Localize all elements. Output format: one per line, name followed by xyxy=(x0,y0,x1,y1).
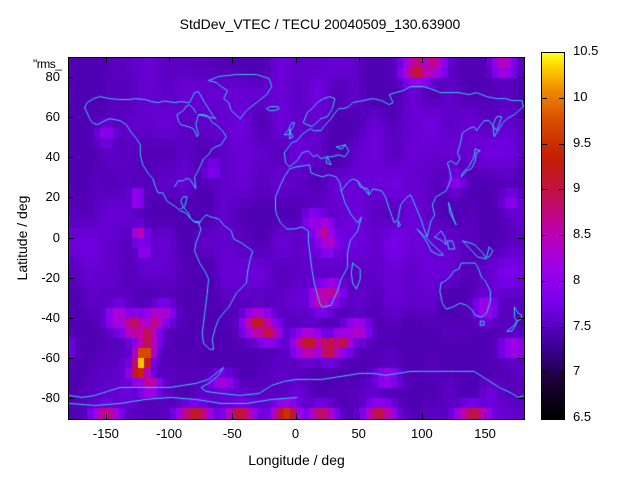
x-tick-mark-top xyxy=(232,57,233,63)
x-tick-label: 0 xyxy=(291,426,300,441)
y-axis-title: Latitude / deg xyxy=(14,195,30,281)
x-axis-title: Longitude / deg xyxy=(248,452,345,468)
y-tick-label: 60 xyxy=(45,109,60,125)
colorbar-tick-label: 8.5 xyxy=(573,226,592,241)
heatmap-plot-panel[interactable] xyxy=(68,57,525,420)
colorbar-tick-mark-right xyxy=(559,144,564,145)
y-tick-mark xyxy=(68,238,74,239)
colorbar-tick-label: 10.5 xyxy=(573,43,599,58)
colorbar-tick-label: 9.5 xyxy=(573,134,592,150)
colorbar-tick-mark xyxy=(542,327,547,328)
colorbar-tick-mark xyxy=(542,189,547,190)
y-tick-mark-right xyxy=(518,398,524,399)
colorbar-tick-mark xyxy=(542,281,547,282)
y-tick-mark xyxy=(68,358,74,359)
x-tick-label: 100 xyxy=(411,426,433,441)
stray-overlap-label: "rms_ xyxy=(33,57,62,71)
colorbar-tick-mark xyxy=(542,144,547,145)
y-tick-label: 20 xyxy=(45,189,60,205)
y-tick-mark-right xyxy=(518,77,524,78)
colorbar-tick-label: 6.5 xyxy=(573,409,592,424)
x-tick-label: -50 xyxy=(222,426,242,441)
y-tick-label: -80 xyxy=(41,389,60,405)
y-tick-label: -60 xyxy=(41,349,60,365)
colorbar-tick-mark-right xyxy=(559,98,564,99)
x-tick-label: -150 xyxy=(92,426,119,441)
colorbar-gradient xyxy=(542,53,564,419)
heatmap-canvas[interactable] xyxy=(69,58,524,419)
y-tick-mark-right xyxy=(518,238,524,239)
x-tick-label: 50 xyxy=(351,426,366,441)
colorbar-tick-mark-right xyxy=(559,281,564,282)
y-tick-mark-right xyxy=(518,117,524,118)
colorbar-tick-mark xyxy=(542,98,547,99)
x-tick-mark xyxy=(359,413,360,419)
colorbar-tick-label: 9 xyxy=(573,180,581,196)
y-tick-label: 80 xyxy=(45,69,60,85)
colorbar-tick-mark xyxy=(542,372,547,373)
x-tick-mark-top xyxy=(359,57,360,63)
colorbar-tick-mark-right xyxy=(559,189,564,190)
y-tick-label: 0 xyxy=(52,229,60,245)
colorbar-tick-mark-right xyxy=(559,235,564,236)
y-tick-mark xyxy=(68,77,74,78)
colorbar-tick-mark xyxy=(542,235,547,236)
colorbar-tick-label: 7.5 xyxy=(573,317,592,333)
x-tick-mark xyxy=(169,413,170,419)
x-tick-mark xyxy=(296,413,297,419)
colorbar-tick-label: 7 xyxy=(573,363,581,379)
y-tick-mark xyxy=(68,398,74,399)
colorbar-tick-mark-right xyxy=(559,372,564,373)
y-tick-mark-right xyxy=(518,157,524,158)
colorbar-tick-label: 8 xyxy=(573,271,581,287)
x-tick-mark-top xyxy=(169,57,170,63)
x-tick-label: 150 xyxy=(474,426,496,441)
x-tick-mark xyxy=(106,413,107,419)
y-tick-mark xyxy=(68,157,74,158)
x-tick-mark-top xyxy=(296,57,297,63)
x-tick-mark-top xyxy=(485,57,486,63)
x-tick-mark xyxy=(422,413,423,419)
y-tick-label: -40 xyxy=(41,309,60,325)
y-tick-label: -20 xyxy=(41,269,60,285)
x-tick-mark-top xyxy=(422,57,423,63)
y-tick-mark-right xyxy=(518,197,524,198)
y-tick-mark xyxy=(68,117,74,118)
plot-title: StdDev_VTEC / TECU 20040509_130.63900 xyxy=(179,16,461,32)
x-tick-label: -100 xyxy=(156,426,183,441)
y-tick-mark-right xyxy=(518,318,524,319)
y-tick-mark xyxy=(68,278,74,279)
x-tick-mark xyxy=(485,413,486,419)
y-tick-mark xyxy=(68,318,74,319)
colorbar-tick-label: 10 xyxy=(573,88,588,104)
y-tick-mark-right xyxy=(518,358,524,359)
y-tick-label: 40 xyxy=(45,149,60,165)
x-tick-mark xyxy=(232,413,233,419)
y-tick-mark-right xyxy=(518,278,524,279)
colorbar-tick-mark-right xyxy=(559,327,564,328)
x-tick-mark-top xyxy=(106,57,107,63)
y-tick-mark xyxy=(68,197,74,198)
colorbar-panel[interactable] xyxy=(541,52,565,420)
